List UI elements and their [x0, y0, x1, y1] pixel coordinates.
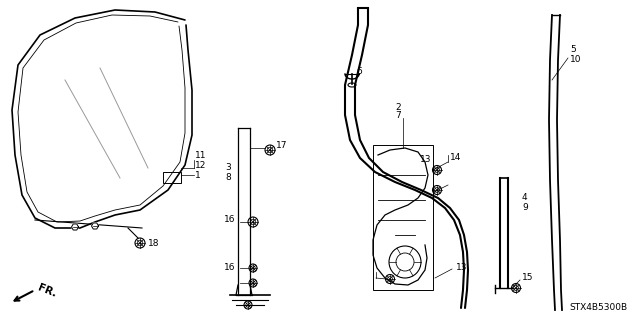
Text: FR.: FR.	[36, 283, 58, 299]
Text: 1: 1	[195, 170, 201, 180]
Text: 16: 16	[224, 216, 236, 225]
Bar	[373, 145, 433, 290]
Text: 8: 8	[225, 174, 231, 182]
Text: 13: 13	[420, 155, 431, 165]
Text: 14: 14	[450, 153, 461, 162]
Polygon shape	[92, 223, 99, 229]
Text: STX4B5300B: STX4B5300B	[570, 303, 628, 312]
Polygon shape	[72, 224, 79, 230]
Text: 5: 5	[570, 46, 576, 55]
Text: 13: 13	[456, 263, 467, 272]
Text: 7: 7	[395, 112, 401, 121]
Text: 2: 2	[395, 103, 401, 113]
Text: 17: 17	[276, 140, 287, 150]
Text: 12: 12	[195, 160, 206, 169]
Text: 3: 3	[225, 164, 231, 173]
Text: 6: 6	[356, 68, 362, 77]
Text: 18: 18	[148, 239, 159, 248]
Text: 10: 10	[570, 55, 582, 63]
Text: 16: 16	[224, 263, 236, 272]
Text: 15: 15	[522, 273, 534, 283]
Bar	[163, 172, 181, 183]
Text: 11: 11	[195, 152, 207, 160]
Text: 9: 9	[522, 203, 528, 211]
Text: 4: 4	[522, 194, 527, 203]
